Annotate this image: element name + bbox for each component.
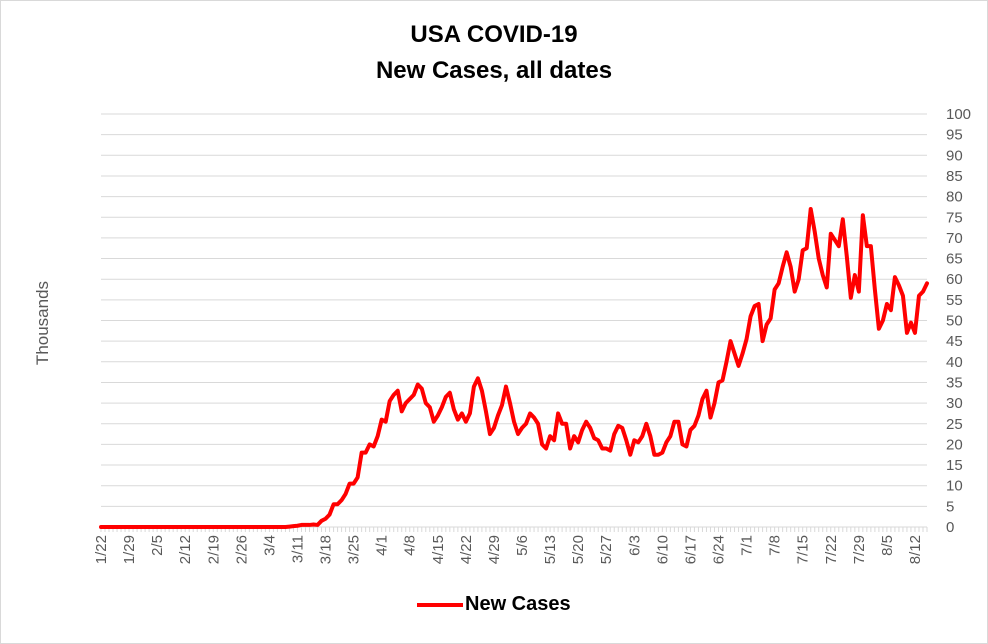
y-tick-label: 100: [946, 106, 971, 123]
x-tick-label: 8/5: [879, 535, 896, 556]
x-tick-label: 4/29: [486, 535, 503, 564]
y-tick-label: 70: [946, 230, 963, 247]
gridlines: [101, 113, 927, 528]
y-tick-label: 80: [946, 189, 963, 206]
y-axis-ticks: 0 5 10 15 20 25 30 35 40 45 50 55 60 65 70 75 80 85 90 95 10…: [946, 106, 971, 536]
y-tick-label: 95: [946, 127, 963, 144]
x-tick-label: 2/12: [177, 535, 194, 564]
y-tick-label: 5: [946, 498, 954, 515]
x-tick-label: 4/1: [374, 535, 391, 556]
x-tick-label: 3/11: [289, 535, 306, 563]
x-tick-label: 1/29: [121, 535, 138, 564]
x-tick-label: 3/4: [261, 535, 278, 556]
legend-label: New Cases: [465, 593, 571, 615]
x-tick-label: 6/17: [682, 535, 699, 564]
series-line-new-cases: [99, 206, 929, 529]
legend: New Cases: [417, 593, 571, 616]
x-tick-label: 1/22: [93, 535, 110, 564]
x-tick-label: 5/20: [570, 535, 587, 564]
x-tick-label: 4/15: [430, 535, 447, 564]
chart-subtitle: New Cases, all dates: [375, 57, 613, 84]
x-tick-label: 5/13: [542, 535, 559, 564]
x-tick-label: 7/15: [795, 535, 812, 564]
y-tick-label: 85: [946, 168, 963, 185]
x-tick-label: 7/22: [823, 535, 840, 564]
y-tick-label: 25: [946, 416, 963, 433]
series-group: [99, 206, 929, 529]
y-tick-label: 30: [946, 395, 963, 412]
chart-title: USA COVID-19: [410, 21, 578, 48]
x-tick-label: 5/6: [514, 535, 531, 556]
x-tick-label: 3/25: [346, 535, 363, 564]
y-tick-label: 10: [946, 478, 963, 495]
x-tick-label: 2/26: [233, 535, 250, 564]
x-axis: 1/22 1/29 2/5 2/12 2/19 2/26 3/4 3/11 3/18 3/25 4/…: [93, 526, 928, 564]
y-tick-label: 75: [946, 209, 963, 226]
y-tick-label: 90: [946, 147, 963, 164]
x-tick-label: 6/3: [626, 535, 643, 556]
x-tick-label: 4/8: [402, 535, 419, 556]
x-tick-label: 6/24: [710, 535, 727, 564]
x-tick-label: 2/5: [149, 535, 166, 556]
y-tick-label: 40: [946, 354, 963, 371]
y-tick-label: 45: [946, 333, 963, 350]
x-tick-label: 2/19: [205, 535, 222, 564]
x-tick-label: 8/12: [907, 535, 924, 564]
y-tick-label: 60: [946, 271, 963, 288]
y-tick-label: 55: [946, 292, 963, 309]
x-tick-label: 6/10: [654, 535, 671, 564]
x-tick-label: 3/18: [318, 535, 335, 564]
x-tick-label: 7/29: [851, 535, 868, 564]
y-tick-label: 15: [946, 457, 963, 474]
x-tick-label: 5/27: [598, 535, 615, 564]
y-tick-label: 20: [946, 436, 963, 453]
y-tick-label: 0: [946, 519, 954, 536]
y-tick-label: 50: [946, 313, 963, 330]
y-axis-label: Thousands: [33, 281, 52, 365]
x-tick-label: 7/8: [767, 535, 784, 556]
y-tick-label: 65: [946, 251, 963, 268]
x-tick-label: 7/1: [739, 535, 756, 556]
legend-swatch: [417, 602, 463, 607]
x-tick-label: 4/22: [458, 535, 475, 564]
y-tick-label: 35: [946, 374, 963, 391]
